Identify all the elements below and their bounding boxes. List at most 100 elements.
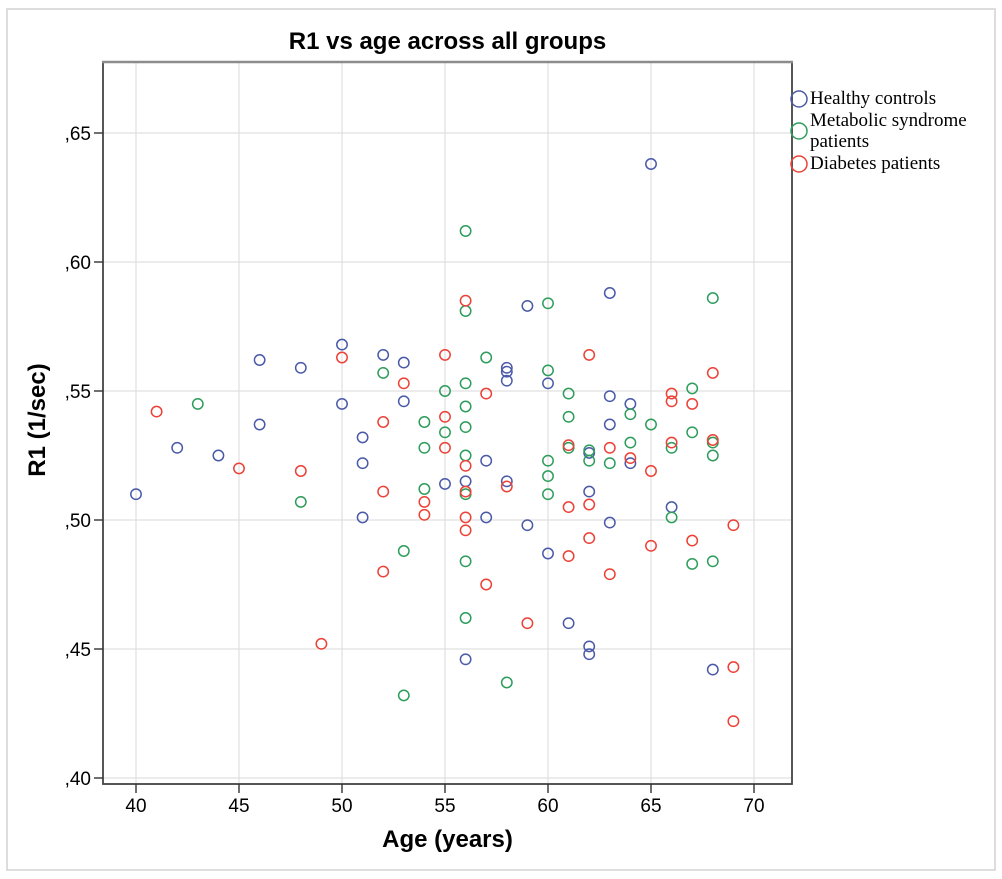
data-point bbox=[356, 511, 369, 524]
data-point bbox=[583, 640, 596, 653]
data-point bbox=[603, 516, 616, 529]
data-point bbox=[500, 374, 513, 387]
legend-marker-circle bbox=[790, 122, 808, 140]
legend-item-diabetes-patients: Diabetes patients bbox=[789, 153, 997, 174]
data-point bbox=[233, 462, 245, 475]
gridlines bbox=[103, 62, 792, 784]
data-point bbox=[665, 387, 678, 400]
legend-item-label: Metabolic syndrome patients bbox=[810, 110, 967, 152]
data-point bbox=[294, 361, 307, 374]
legend-item-metabolic-syndrome-patients: Metabolic syndrome patients bbox=[789, 110, 997, 152]
data-point bbox=[480, 511, 493, 524]
data-point bbox=[500, 361, 513, 374]
data-point bbox=[603, 390, 616, 403]
data-point bbox=[624, 436, 637, 449]
data-point bbox=[645, 158, 657, 170]
data-point bbox=[459, 459, 472, 472]
data-point bbox=[665, 395, 678, 408]
data-point bbox=[459, 612, 472, 624]
data-point bbox=[480, 387, 493, 400]
data-point bbox=[624, 457, 637, 470]
data-point bbox=[583, 648, 596, 661]
legend-item-healthy-controls: Healthy controls bbox=[789, 88, 997, 109]
data-point bbox=[706, 663, 719, 676]
data-point bbox=[377, 366, 390, 379]
data-point bbox=[439, 426, 451, 439]
data-point bbox=[336, 397, 348, 410]
data-point bbox=[542, 377, 554, 390]
y-tick-label: ,60 bbox=[65, 253, 91, 274]
data-point bbox=[253, 354, 266, 366]
data-point bbox=[686, 397, 699, 410]
data-point bbox=[397, 545, 410, 557]
data-point bbox=[706, 434, 719, 446]
y-tick-label: ,45 bbox=[65, 640, 91, 661]
data-point bbox=[542, 454, 554, 467]
data-point bbox=[665, 441, 678, 454]
data-point bbox=[418, 495, 431, 508]
data-point bbox=[459, 421, 472, 434]
legend-marker-circle bbox=[790, 154, 808, 173]
data-point bbox=[542, 488, 554, 501]
data-point bbox=[624, 397, 637, 410]
data-point bbox=[294, 495, 307, 508]
data-point bbox=[377, 565, 390, 578]
data-point bbox=[583, 498, 596, 511]
y-axis-title: R1 (1/sec) bbox=[24, 363, 51, 477]
data-point bbox=[130, 488, 142, 501]
data-point bbox=[439, 348, 451, 361]
data-point bbox=[439, 410, 451, 423]
x-tick-label: 60 bbox=[537, 796, 558, 817]
data-point bbox=[459, 305, 472, 317]
legend-item-label: Diabetes patients bbox=[810, 153, 941, 174]
data-point bbox=[459, 555, 472, 568]
data-point bbox=[583, 348, 596, 361]
data-point bbox=[356, 457, 369, 470]
data-point bbox=[521, 519, 534, 532]
data-point bbox=[727, 661, 740, 674]
data-point bbox=[459, 485, 472, 498]
data-point bbox=[315, 637, 328, 650]
data-point bbox=[562, 439, 575, 452]
y-tick-label: ,65 bbox=[65, 124, 91, 145]
legend-marker-icon bbox=[790, 122, 808, 140]
legend: Healthy controls Metabolic syndrome patie… bbox=[789, 88, 997, 175]
data-point bbox=[603, 441, 616, 454]
data-point bbox=[418, 441, 431, 454]
plot-frame bbox=[102, 61, 793, 785]
figure-border bbox=[6, 8, 996, 871]
data-point bbox=[562, 617, 575, 630]
data-point bbox=[171, 441, 184, 454]
data-point bbox=[686, 426, 699, 439]
x-tick-label: 50 bbox=[331, 796, 352, 817]
data-point bbox=[212, 449, 225, 462]
data-point bbox=[706, 555, 719, 568]
data-point bbox=[480, 578, 493, 591]
data-point bbox=[336, 351, 348, 364]
data-point bbox=[377, 348, 390, 361]
data-point bbox=[521, 299, 534, 312]
data-point bbox=[418, 416, 431, 428]
data-point bbox=[336, 338, 348, 351]
data-point bbox=[706, 366, 719, 379]
data-point bbox=[439, 441, 451, 454]
data-point bbox=[459, 653, 472, 666]
data-point bbox=[397, 377, 410, 390]
x-axis-title: Age (years) bbox=[382, 826, 513, 853]
data-point bbox=[542, 470, 554, 483]
data-point bbox=[500, 475, 513, 488]
data-point bbox=[459, 377, 472, 390]
data-point bbox=[562, 501, 575, 514]
legend-item-label: Healthy controls bbox=[810, 88, 937, 109]
x-tick-label: 65 bbox=[640, 796, 661, 817]
data-point bbox=[459, 449, 472, 462]
data-point bbox=[480, 351, 493, 364]
y-tick-label: ,50 bbox=[65, 511, 91, 532]
axis-ticks: 40 45 50 55 60 65 70 ,65 ,60 ,55 ,50 ,45 ,40 bbox=[65, 124, 765, 817]
data-point bbox=[583, 454, 596, 467]
data-point bbox=[439, 385, 451, 397]
data-point bbox=[500, 365, 513, 378]
data-point bbox=[542, 364, 554, 377]
legend-marker-circle bbox=[790, 89, 808, 108]
